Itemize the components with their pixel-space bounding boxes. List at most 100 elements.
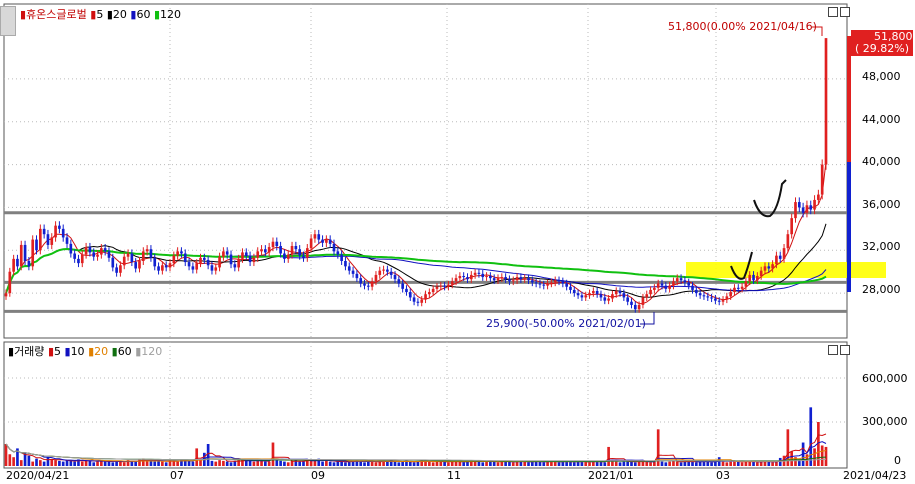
close-panel-button[interactable]: [840, 7, 850, 17]
current-price-box: [851, 30, 913, 56]
candle-body: [290, 246, 294, 255]
handwritten-check-mark: [730, 251, 753, 280]
volume-bar: [210, 460, 214, 466]
volume-bar: [271, 442, 275, 466]
candle-body: [12, 258, 15, 272]
volume-bar: [191, 461, 195, 466]
candle-body: [458, 276, 462, 279]
candle-body: [328, 239, 332, 244]
candle-body: [206, 259, 210, 266]
volume-bar: [694, 462, 698, 466]
candle-body: [820, 164, 824, 195]
close-panel-button[interactable]: [840, 345, 850, 355]
candle-body: [763, 266, 767, 271]
candle-body: [447, 284, 450, 287]
candle-body: [145, 249, 149, 252]
volume-bar: [305, 460, 309, 466]
volume-bar: [546, 461, 549, 466]
candle-body: [794, 202, 797, 219]
volume-bar: [130, 460, 134, 466]
candle-body: [309, 238, 313, 249]
volume-bar: [592, 461, 595, 466]
volume-bar: [401, 461, 404, 466]
volume-bar: [527, 462, 530, 466]
volume-bar: [283, 461, 286, 466]
candle-body: [435, 286, 439, 289]
volume-bar: [115, 460, 118, 466]
candle-body: [443, 285, 446, 287]
candle-body: [717, 300, 721, 302]
candle-body: [492, 278, 496, 281]
candle-body: [656, 283, 660, 288]
volume-bar: [4, 444, 8, 466]
volume-bar: [668, 461, 671, 466]
candle-body: [572, 289, 576, 294]
candle-body: [153, 257, 157, 267]
volume-bar: [141, 458, 145, 466]
volume-bar: [328, 461, 332, 466]
volume-bar: [355, 460, 359, 466]
candle-body: [199, 257, 202, 264]
panel-menu-icon[interactable]: [0, 6, 16, 36]
candle-body: [386, 269, 389, 272]
vol-ma10-label: 10: [70, 345, 85, 358]
candle-body: [664, 285, 668, 289]
volume-bar: [595, 460, 599, 466]
volume-bar: [752, 461, 755, 466]
volume-bar: [508, 461, 511, 466]
candle-body: [80, 254, 84, 264]
stock-name[interactable]: 휴온스글로벌: [26, 8, 87, 21]
candle-body: [519, 277, 523, 280]
volume-bar: [702, 460, 706, 466]
vol-ma5-label: 5: [54, 345, 61, 358]
candle-body: [107, 251, 111, 258]
volume-bar: [809, 407, 813, 466]
maximize-panel-button[interactable]: [828, 345, 838, 355]
ma5-label: 5: [96, 8, 104, 21]
y-tick-label: 40,000: [862, 155, 901, 168]
volume-bar: [511, 462, 515, 466]
volume-bar: [500, 461, 504, 466]
volume-bar: [256, 460, 260, 466]
candle-body: [702, 295, 706, 297]
volume-bar: [317, 458, 321, 466]
volume-bar: [462, 462, 466, 466]
volume-bar: [54, 460, 57, 466]
candle-body: [176, 251, 179, 256]
volume-bar: [298, 461, 302, 466]
candle-body: [408, 292, 412, 298]
candle-body: [725, 296, 729, 300]
volume-bar: [389, 460, 393, 466]
candle-body: [267, 247, 271, 253]
volume-bar: [168, 460, 172, 466]
candle-body: [603, 297, 607, 301]
candle-body: [546, 283, 549, 286]
volume-bar: [65, 460, 69, 466]
x-axis-label: 2021/04/23: [843, 469, 907, 482]
volume-bar: [172, 460, 176, 466]
volume-bar: [313, 460, 317, 466]
volume-bar: [679, 462, 683, 466]
high-annotation-arrow: [812, 26, 823, 36]
volume-bar: [759, 461, 763, 466]
volume-bar: [347, 461, 351, 466]
candle-body: [469, 274, 473, 280]
candle-body: [168, 263, 172, 268]
candle-body: [161, 265, 164, 271]
candle-body: [244, 252, 248, 256]
candle-body: [210, 265, 214, 271]
volume-tick-label: 300,000: [862, 415, 908, 428]
volume-bar: [767, 461, 771, 466]
candle-body: [23, 244, 27, 261]
maximize-panel-button[interactable]: [828, 7, 838, 17]
candle-body: [31, 239, 35, 267]
volume-bar: [492, 461, 496, 466]
candle-body: [397, 279, 401, 284]
volume-bar: [649, 462, 652, 466]
volume-bar: [92, 462, 96, 466]
volume-bar: [466, 461, 469, 466]
candle-body: [286, 254, 290, 259]
volume-bar: [153, 461, 157, 466]
volume-bar: [481, 462, 485, 466]
volume-bar: [435, 461, 439, 466]
